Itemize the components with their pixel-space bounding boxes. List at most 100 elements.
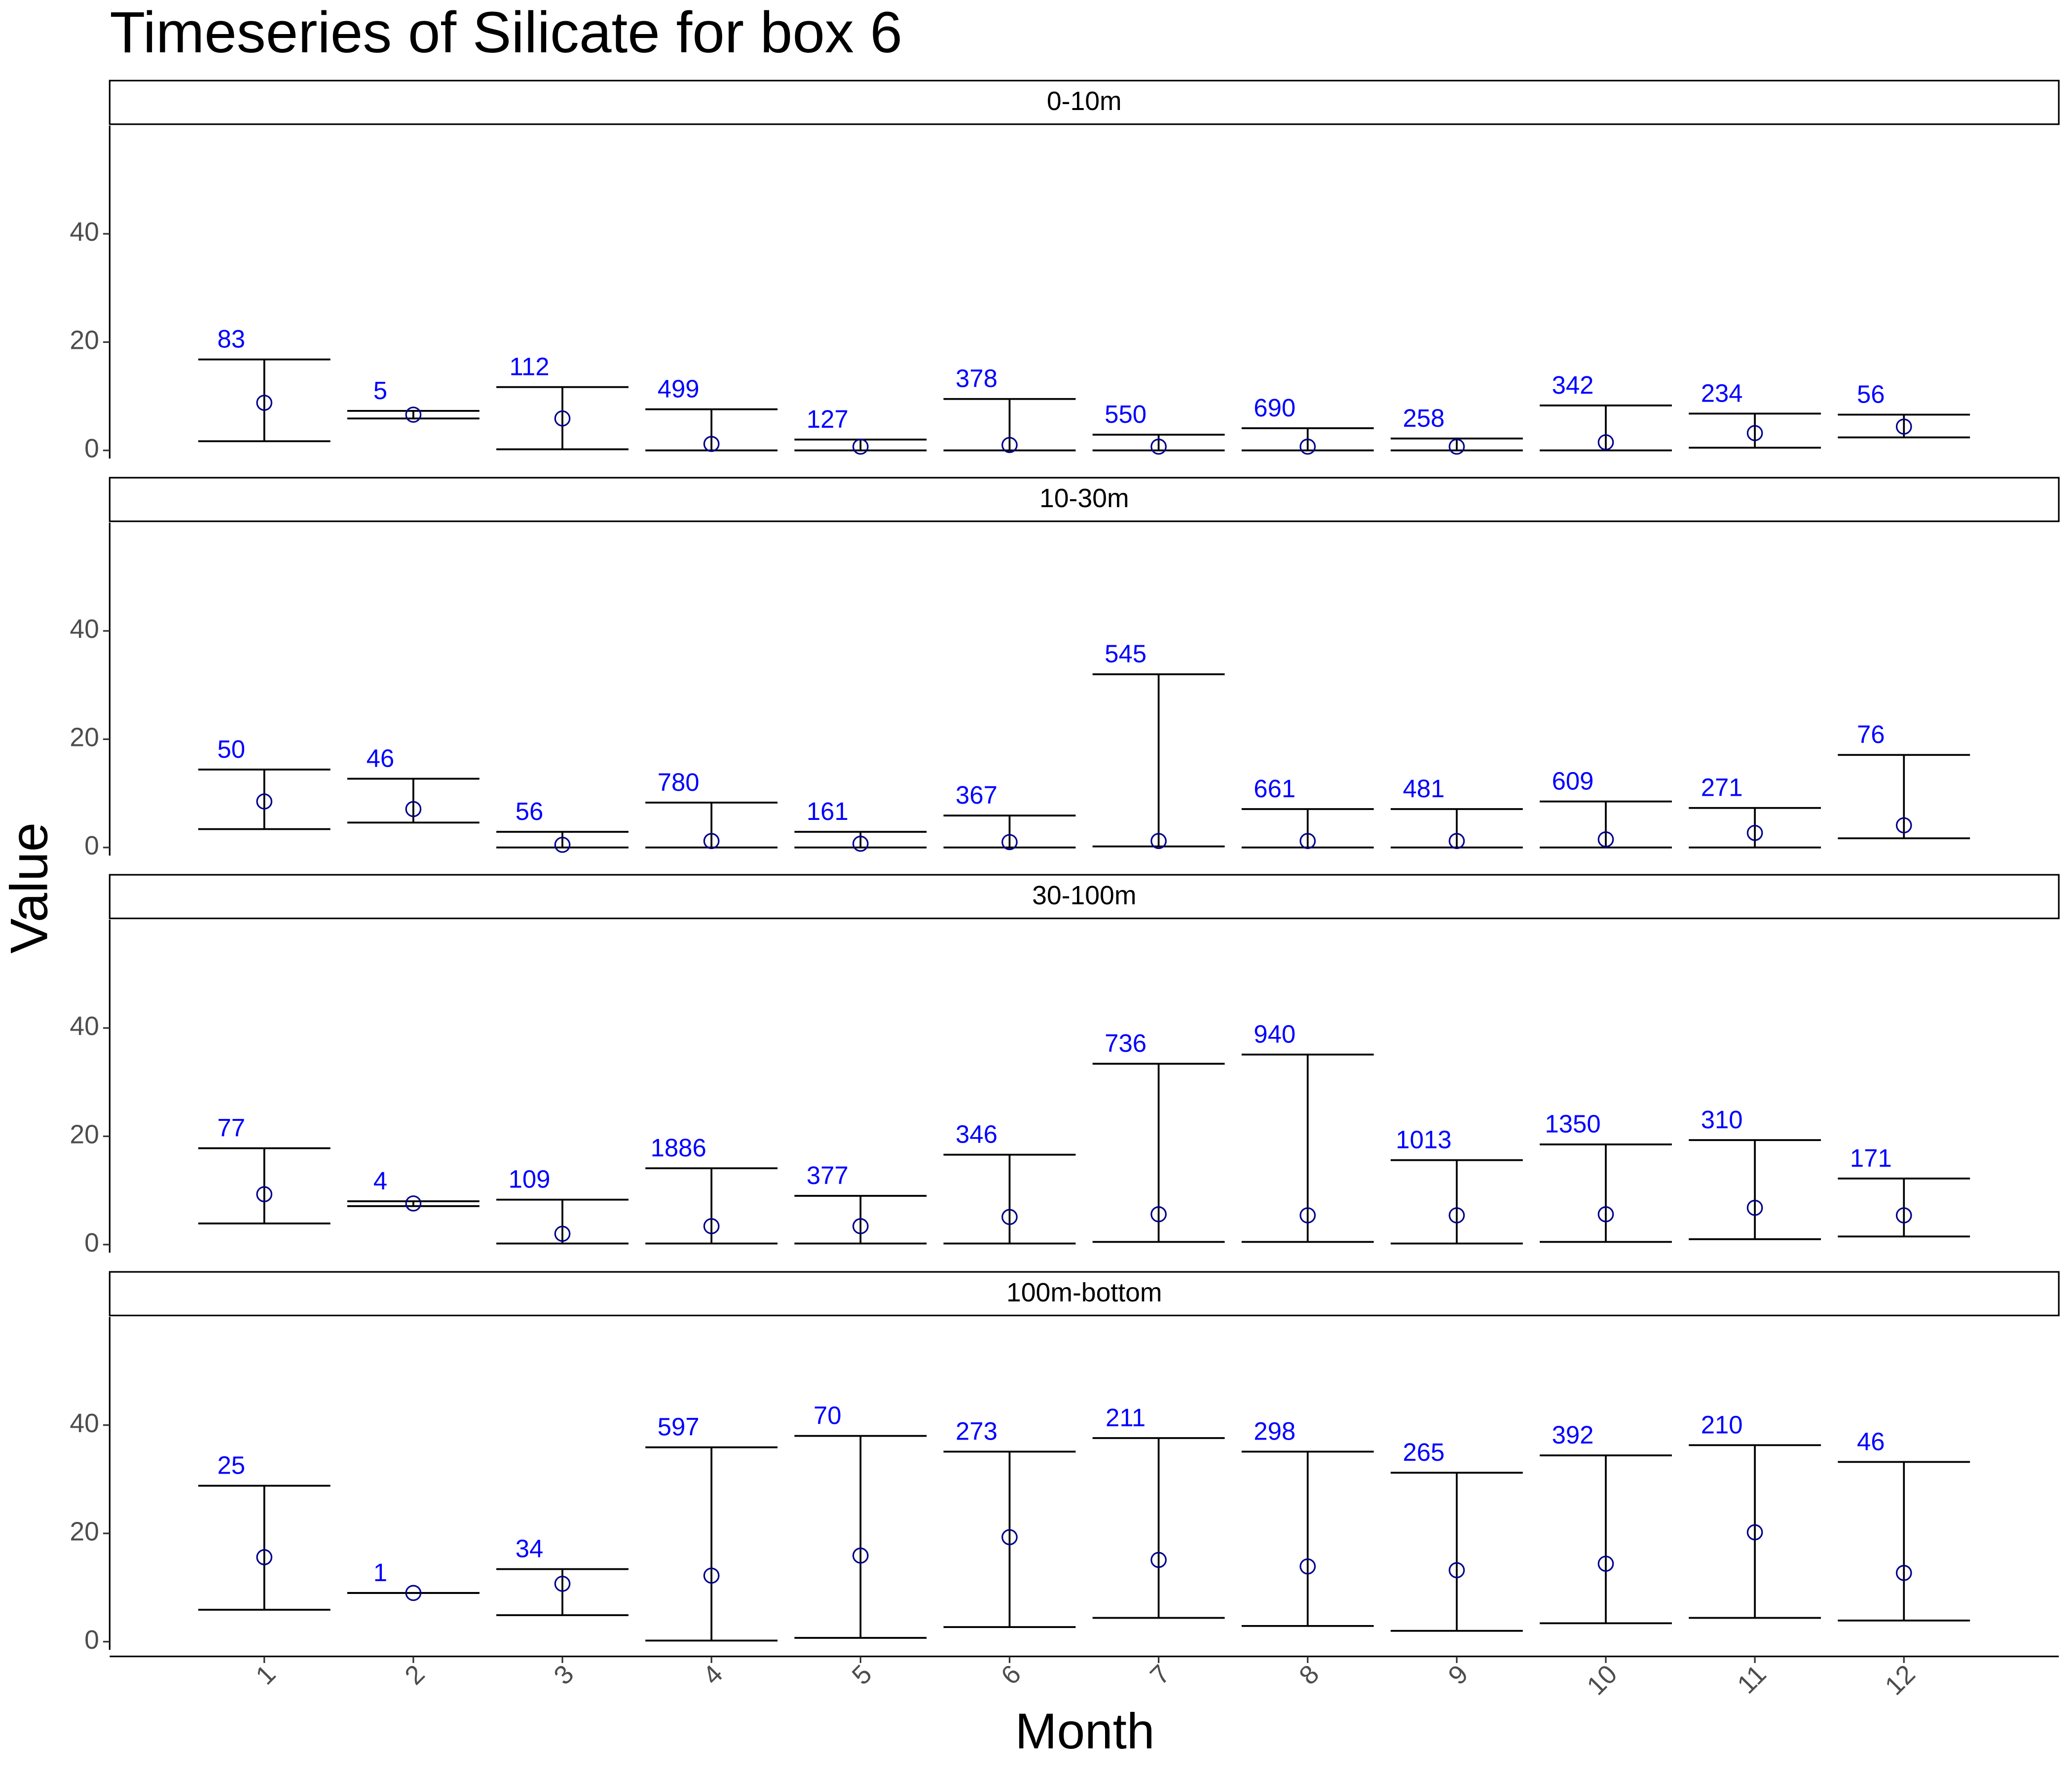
count-label: 1886 bbox=[651, 1134, 706, 1162]
count-label: 342 bbox=[1552, 371, 1594, 399]
count-label: 661 bbox=[1254, 775, 1295, 803]
count-label: 298 bbox=[1254, 1417, 1295, 1445]
x-tick-label: 1 bbox=[250, 1660, 281, 1691]
y-tick-label: 20 bbox=[70, 326, 99, 355]
y-tick-label: 40 bbox=[70, 1012, 99, 1041]
count-label: 25 bbox=[217, 1451, 245, 1480]
mean-point bbox=[554, 1575, 571, 1592]
mean-point bbox=[852, 438, 869, 455]
mean-point bbox=[1597, 1555, 1614, 1572]
mean-point bbox=[1895, 418, 1912, 435]
count-label: 392 bbox=[1552, 1421, 1594, 1449]
count-label: 265 bbox=[1403, 1438, 1444, 1466]
mean-point bbox=[703, 1567, 720, 1584]
y-axis-label: Value bbox=[0, 822, 58, 954]
x-tick-label: 7 bbox=[1145, 1660, 1176, 1691]
count-label: 377 bbox=[807, 1161, 849, 1189]
facet-label: 0-10m bbox=[1047, 87, 1122, 116]
x-tick-label: 9 bbox=[1443, 1660, 1474, 1691]
mean-point bbox=[852, 835, 869, 852]
mean-point bbox=[1299, 833, 1316, 850]
count-label: 109 bbox=[509, 1165, 551, 1193]
count-label: 1 bbox=[373, 1558, 387, 1587]
mean-point bbox=[1448, 833, 1465, 850]
mean-point bbox=[1448, 1207, 1465, 1223]
mean-point bbox=[1001, 834, 1018, 851]
y-tick-label: 40 bbox=[70, 218, 99, 247]
mean-point bbox=[554, 837, 571, 853]
x-tick-label: 3 bbox=[549, 1660, 580, 1691]
mean-point bbox=[405, 1585, 422, 1601]
count-label: 597 bbox=[658, 1413, 700, 1441]
count-label: 112 bbox=[509, 353, 549, 381]
count-label: 4 bbox=[373, 1167, 387, 1195]
mean-point bbox=[1895, 1565, 1912, 1581]
count-label: 77 bbox=[217, 1113, 245, 1142]
count-label: 780 bbox=[658, 768, 700, 796]
x-tick-label: 11 bbox=[1732, 1660, 1772, 1700]
mean-point bbox=[703, 436, 720, 452]
count-label: 34 bbox=[516, 1535, 544, 1563]
mean-point bbox=[554, 410, 571, 427]
mean-point bbox=[1001, 1209, 1018, 1225]
mean-point bbox=[1448, 438, 1465, 455]
facet-strip bbox=[109, 477, 2060, 522]
x-tick-label: 10 bbox=[1582, 1660, 1623, 1701]
mean-point bbox=[1001, 437, 1018, 453]
y-tick-label: 40 bbox=[70, 1409, 99, 1438]
count-label: 127 bbox=[807, 405, 849, 433]
count-label: 271 bbox=[1701, 774, 1743, 802]
mean-point bbox=[1597, 1206, 1614, 1222]
mean-point bbox=[1150, 1552, 1167, 1568]
count-label: 46 bbox=[367, 744, 395, 772]
y-tick-label: 0 bbox=[84, 1228, 99, 1258]
y-tick-label: 20 bbox=[70, 1120, 99, 1149]
mean-point bbox=[1299, 1558, 1316, 1575]
mean-point bbox=[256, 1186, 273, 1203]
x-tick-label: 2 bbox=[400, 1660, 431, 1691]
count-label: 499 bbox=[658, 375, 700, 403]
count-label: 1350 bbox=[1545, 1110, 1600, 1138]
count-label: 171 bbox=[1850, 1144, 1892, 1172]
mean-point bbox=[852, 1218, 869, 1234]
mean-point bbox=[1150, 833, 1167, 850]
y-tick-label: 0 bbox=[84, 831, 99, 860]
count-label: 211 bbox=[1106, 1404, 1146, 1432]
count-label: 690 bbox=[1254, 394, 1295, 422]
count-label: 258 bbox=[1403, 404, 1444, 432]
y-tick-label: 40 bbox=[70, 615, 99, 644]
facet-label: 30-100m bbox=[1032, 881, 1136, 910]
count-label: 550 bbox=[1105, 400, 1147, 428]
count-label: 481 bbox=[1403, 775, 1444, 803]
mean-point bbox=[1448, 1562, 1465, 1579]
mean-point bbox=[256, 793, 273, 810]
mean-point bbox=[703, 833, 720, 850]
x-tick-label: 8 bbox=[1294, 1660, 1325, 1691]
x-tick-label: 5 bbox=[847, 1660, 878, 1691]
count-label: 161 bbox=[807, 797, 849, 825]
mean-point bbox=[405, 407, 422, 423]
x-tick-label: 12 bbox=[1880, 1660, 1921, 1701]
count-label: 46 bbox=[1857, 1427, 1885, 1455]
y-tick-label: 0 bbox=[84, 434, 99, 463]
count-label: 70 bbox=[814, 1402, 842, 1430]
count-label: 76 bbox=[1857, 720, 1885, 748]
count-label: 378 bbox=[956, 365, 998, 393]
mean-point bbox=[1746, 1199, 1763, 1216]
mean-point bbox=[1597, 831, 1614, 848]
count-label: 736 bbox=[1105, 1029, 1147, 1057]
x-tick-label: 4 bbox=[698, 1660, 729, 1691]
mean-point bbox=[1001, 1529, 1018, 1546]
count-label: 273 bbox=[956, 1417, 998, 1445]
mean-point bbox=[1299, 438, 1316, 455]
mean-point bbox=[852, 1547, 869, 1564]
mean-point bbox=[1746, 1524, 1763, 1541]
count-label: 1013 bbox=[1396, 1126, 1451, 1154]
count-label: 310 bbox=[1701, 1106, 1743, 1134]
count-label: 5 bbox=[373, 376, 387, 405]
count-label: 56 bbox=[1857, 380, 1885, 408]
facet-label: 10-30m bbox=[1039, 484, 1129, 513]
mean-point bbox=[554, 1225, 571, 1242]
